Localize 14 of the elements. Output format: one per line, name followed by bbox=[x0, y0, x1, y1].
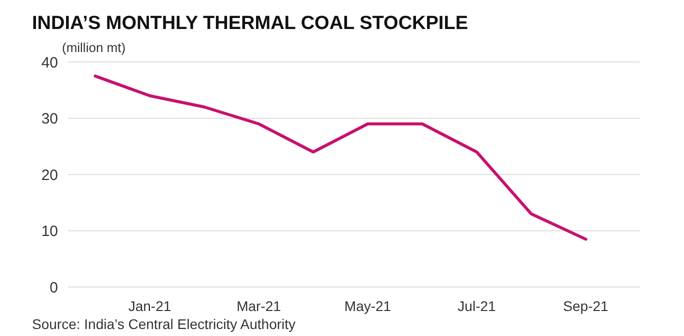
y-tick-label: 40 bbox=[41, 54, 58, 72]
y-tick-label: 30 bbox=[41, 110, 58, 128]
y-tick-label: 0 bbox=[50, 279, 58, 296]
x-tick-label: Jul-21 bbox=[458, 298, 496, 314]
x-tick-label: Mar-21 bbox=[236, 298, 282, 314]
chart-title: INDIA’S MONTHLY THERMAL COAL STOCKPILE bbox=[32, 13, 468, 34]
source-note: Source: India’s Central Electricity Authority bbox=[32, 316, 296, 332]
y-tick-label: 20 bbox=[41, 166, 58, 184]
y-axis-title: (million mt) bbox=[62, 40, 126, 55]
x-tick-label: Sep-21 bbox=[563, 298, 609, 314]
x-tick-label: May-21 bbox=[344, 298, 392, 314]
y-tick-label: 10 bbox=[41, 223, 58, 240]
line-series bbox=[94, 74, 588, 241]
x-tick-label: Jan-21 bbox=[128, 298, 172, 314]
